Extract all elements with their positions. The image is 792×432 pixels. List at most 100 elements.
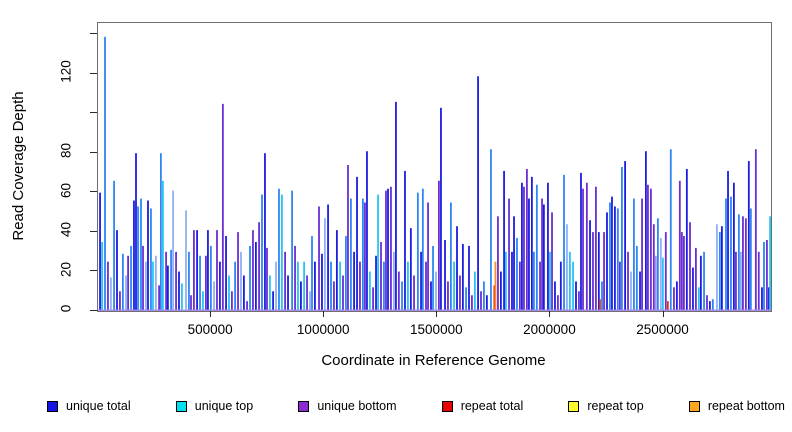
coverage-spike xyxy=(733,182,735,311)
legend-label: repeat top xyxy=(587,399,644,413)
coverage-spike xyxy=(614,206,616,311)
coverage-spike xyxy=(503,170,505,311)
coverage-spike xyxy=(519,261,521,311)
coverage-spike xyxy=(294,245,296,311)
coverage-spike xyxy=(678,180,681,311)
coverage-spike xyxy=(508,198,510,311)
legend-label: repeat total xyxy=(460,399,524,413)
legend-item-unique-bottom: unique bottom xyxy=(298,399,397,413)
coverage-spike xyxy=(362,198,364,311)
coverage-spike xyxy=(404,170,406,311)
coverage-spike xyxy=(616,208,619,311)
coverage-spike xyxy=(142,245,144,311)
legend: unique total unique top unique bottom repea… xyxy=(47,395,785,417)
coverage-spike xyxy=(385,190,387,311)
coverage-spike xyxy=(689,222,691,311)
coverage-spike xyxy=(603,232,605,311)
coverage-spike xyxy=(333,281,335,311)
coverage-spike xyxy=(523,186,525,311)
coverage-spike xyxy=(101,241,103,311)
coverage-spike xyxy=(366,151,368,311)
coverage-spike xyxy=(692,267,694,311)
coverage-spike xyxy=(652,224,655,311)
coverage-spike xyxy=(683,236,685,311)
coverage-spike xyxy=(243,275,245,311)
coverage-spike xyxy=(416,192,419,311)
coverage-spike xyxy=(754,149,757,311)
coverage-spike xyxy=(297,261,299,311)
coverage-spike xyxy=(568,251,571,311)
coverage-spike xyxy=(461,243,464,311)
coverage-spike xyxy=(641,198,643,311)
coverage-spike xyxy=(330,261,332,311)
y-tick xyxy=(90,270,97,272)
coverage-spike xyxy=(730,196,732,311)
x-tick xyxy=(436,311,438,317)
coverage-spike xyxy=(185,210,187,311)
coverage-spike xyxy=(369,271,371,311)
y-tick xyxy=(90,309,97,311)
coverage-spike xyxy=(303,261,305,311)
coverage-spike xyxy=(345,236,347,311)
legend-item-repeat-top: repeat top xyxy=(568,399,644,413)
coverage-spike xyxy=(188,251,190,311)
coverage-spike xyxy=(364,202,366,311)
coverage-spike xyxy=(269,275,271,311)
coverage-spike xyxy=(199,255,201,311)
coverage-spike xyxy=(121,253,124,311)
baseline-coverage-line xyxy=(98,309,771,311)
coverage-spike xyxy=(372,287,374,311)
coverage-spike xyxy=(727,170,729,311)
coverage-spike xyxy=(635,245,638,311)
x-tick xyxy=(549,311,551,317)
coverage-spike xyxy=(453,261,455,311)
coverage-spike xyxy=(193,230,195,311)
coverage-spike xyxy=(258,222,260,311)
coverage-spike xyxy=(601,281,603,311)
coverage-spike xyxy=(456,226,458,311)
coverage-spike xyxy=(281,194,283,311)
coverage-spike xyxy=(99,192,101,311)
coverage-spike xyxy=(563,174,565,311)
coverage-spike xyxy=(432,245,434,311)
coverage-spike xyxy=(113,180,115,311)
coverage-spike xyxy=(234,261,236,311)
y-tick-label: 120 xyxy=(58,60,74,84)
legend-label: unique total xyxy=(66,399,131,413)
coverage-spike xyxy=(465,287,467,311)
coverage-spike xyxy=(557,295,559,311)
coverage-spike xyxy=(639,271,641,311)
coverage-spike xyxy=(196,230,198,311)
y-tick-label: 20 xyxy=(58,261,74,277)
coverage-spike xyxy=(493,285,496,311)
coverage-spike xyxy=(597,232,600,311)
coverage-spike xyxy=(566,224,568,311)
legend-item-repeat-bottom: repeat bottom xyxy=(688,399,785,413)
coverage-spike xyxy=(595,186,597,311)
y-axis-title: Read Coverage Depth xyxy=(10,91,27,241)
coverage-spike xyxy=(107,261,109,311)
coverage-spike xyxy=(721,226,723,311)
coverage-spike xyxy=(647,184,649,311)
coverage-spike xyxy=(309,291,311,311)
coverage-spike xyxy=(287,275,289,311)
coverage-spike xyxy=(624,161,626,311)
coverage-spike xyxy=(140,198,142,311)
coverage-spike xyxy=(249,245,251,311)
coverage-spike xyxy=(213,281,215,311)
coverage-spike xyxy=(284,251,286,311)
coverage-spike xyxy=(159,153,162,311)
legend-swatch-icon xyxy=(441,400,453,412)
y-tick-label: 0 xyxy=(58,304,74,313)
coverage-spike xyxy=(147,200,149,311)
y-tick-label: 60 xyxy=(58,182,74,198)
coverage-spike xyxy=(578,291,580,311)
coverage-spike xyxy=(618,261,621,311)
legend-label: repeat bottom xyxy=(707,399,785,413)
coverage-spike xyxy=(645,151,647,311)
coverage-spike xyxy=(377,194,379,311)
coverage-spike xyxy=(375,255,377,311)
coverage-spike xyxy=(167,265,169,311)
coverage-spike xyxy=(468,245,470,311)
coverage-spike xyxy=(609,202,611,311)
